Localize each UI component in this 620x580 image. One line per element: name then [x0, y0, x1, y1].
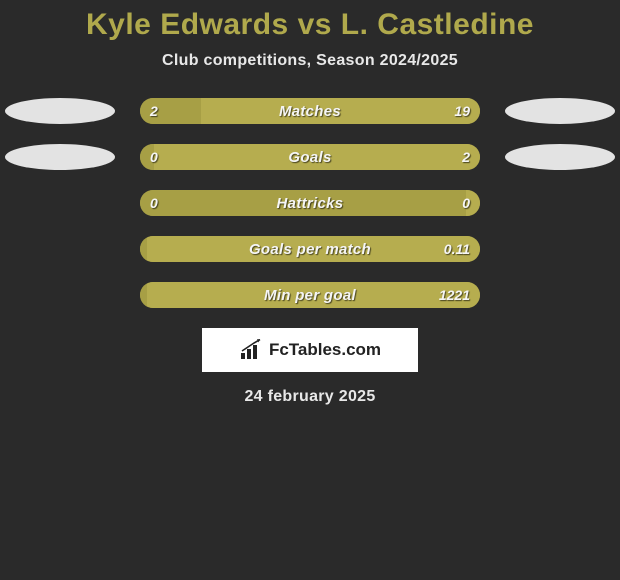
stat-row: 0.11Goals per match — [0, 236, 620, 262]
stat-bar: 0.11Goals per match — [140, 236, 480, 262]
stat-row: 1221Min per goal — [0, 282, 620, 308]
away-club-oval — [505, 144, 615, 170]
bar-chart-icon — [239, 339, 263, 361]
stat-label: Goals — [140, 144, 480, 170]
stat-bar: 219Matches — [140, 98, 480, 124]
stat-row: 219Matches — [0, 98, 620, 124]
brand-text: FcTables.com — [269, 340, 381, 360]
stat-label: Matches — [140, 98, 480, 124]
stat-row: 00Hattricks — [0, 190, 620, 216]
home-club-oval — [5, 144, 115, 170]
page-title: Kyle Edwards vs L. Castledine — [0, 0, 620, 42]
away-club-oval — [505, 98, 615, 124]
date-label: 24 february 2025 — [0, 388, 620, 406]
home-club-oval — [5, 98, 115, 124]
brand-badge: FcTables.com — [202, 328, 418, 372]
stat-row: 02Goals — [0, 144, 620, 170]
stats-container: 219Matches 02Goals 00Hattricks 0.11Goals pe… — [0, 98, 620, 308]
stat-label: Goals per match — [140, 236, 480, 262]
stat-bar: 02Goals — [140, 144, 480, 170]
subtitle: Club competitions, Season 2024/2025 — [0, 52, 620, 70]
stat-bar: 00Hattricks — [140, 190, 480, 216]
stat-label: Hattricks — [140, 190, 480, 216]
stat-label: Min per goal — [140, 282, 480, 308]
stat-bar: 1221Min per goal — [140, 282, 480, 308]
